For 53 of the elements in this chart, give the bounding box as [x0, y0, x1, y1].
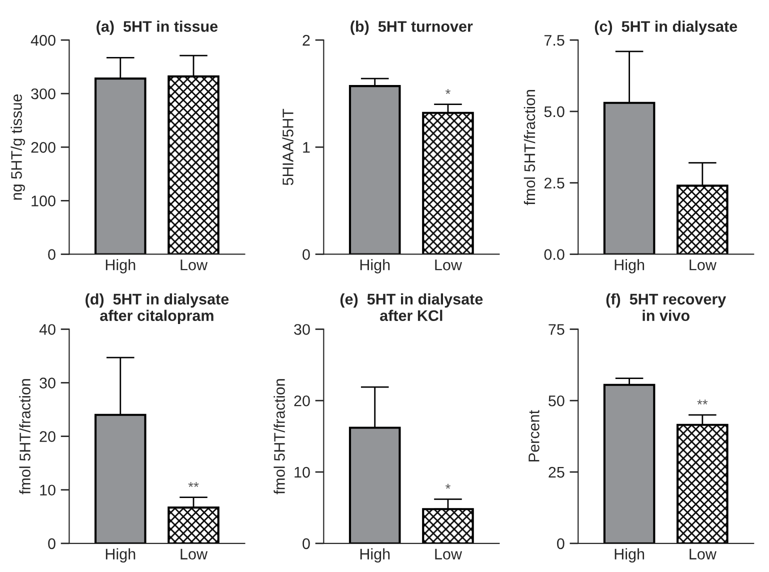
x-tick-label: High: [614, 259, 644, 274]
chart-title: (b) 5HT turnover: [350, 20, 473, 35]
x-tick-label: High: [360, 259, 390, 274]
chart-title: (d) 5HT in dialysate after citalopram: [86, 293, 229, 324]
y-tick-label: 200: [31, 142, 56, 153]
y-axis-title: fmol 5HT/fraction: [524, 90, 536, 206]
x-tick-label: Low: [435, 260, 462, 270]
y-axis-title: fmol 5HT/fraction: [274, 379, 285, 494]
y-tick-label: 50: [548, 395, 564, 406]
chart-title: (a) 5HT in tissue: [96, 20, 218, 35]
y-tick-label: 0: [48, 249, 56, 260]
y-axis-title: 5HIAA/5HT: [282, 108, 294, 186]
y-axis-title: Percent: [528, 410, 540, 462]
chart-title: (c) 5HT in dialysate: [594, 20, 738, 35]
annotation: *: [445, 89, 450, 94]
x-tick-label: Low: [180, 260, 208, 270]
y-tick-label: 20: [40, 431, 56, 442]
y-tick-label: 0: [302, 249, 310, 260]
y-tick-label: 0: [48, 538, 56, 550]
x-tick-label: High: [106, 548, 136, 563]
y-tick-label: 0.0: [544, 249, 564, 260]
x-tick-label: Low: [180, 548, 208, 560]
y-tick-label: 40: [39, 324, 56, 335]
y-tick-label: 0: [557, 538, 564, 550]
y-axis-title: ng 5HT/g tissue: [10, 94, 25, 200]
y-tick-label: 100: [32, 196, 56, 206]
chart-title: (f) 5HT recovery in vivo: [606, 293, 726, 322]
x-tick-label: Low: [690, 260, 716, 270]
y-tick-label: 1: [303, 142, 310, 153]
x-tick-label: Low: [435, 548, 462, 560]
annotation: **: [697, 400, 708, 405]
annotation: **: [188, 482, 199, 488]
annotation: *: [445, 484, 450, 489]
y-tick-label: 2.5: [544, 178, 564, 189]
chart-title: (e) 5HT in dialysate after KCl: [340, 293, 483, 322]
y-tick-label: 300: [31, 88, 56, 100]
y-tick-label: 75: [548, 324, 564, 335]
x-tick-label: High: [106, 259, 136, 274]
y-tick-label: 10: [294, 466, 310, 478]
x-tick-label: High: [614, 548, 644, 563]
y-axis-title: fmol 5HT/fraction: [19, 379, 30, 494]
x-tick-label: High: [360, 548, 390, 563]
y-tick-label: 2: [302, 34, 310, 46]
y-tick-label: 400: [30, 34, 56, 46]
y-tick-label: 20: [294, 395, 310, 406]
y-tick-label: 5.0: [544, 106, 564, 118]
y-tick-label: 10: [40, 484, 56, 496]
y-tick-label: 7.5: [544, 35, 564, 46]
y-tick-label: 25: [548, 466, 564, 478]
y-tick-label: 0: [302, 538, 310, 550]
x-tick-label: Low: [690, 548, 716, 560]
y-tick-label: 30: [294, 324, 310, 335]
y-tick-label: 30: [40, 378, 56, 388]
